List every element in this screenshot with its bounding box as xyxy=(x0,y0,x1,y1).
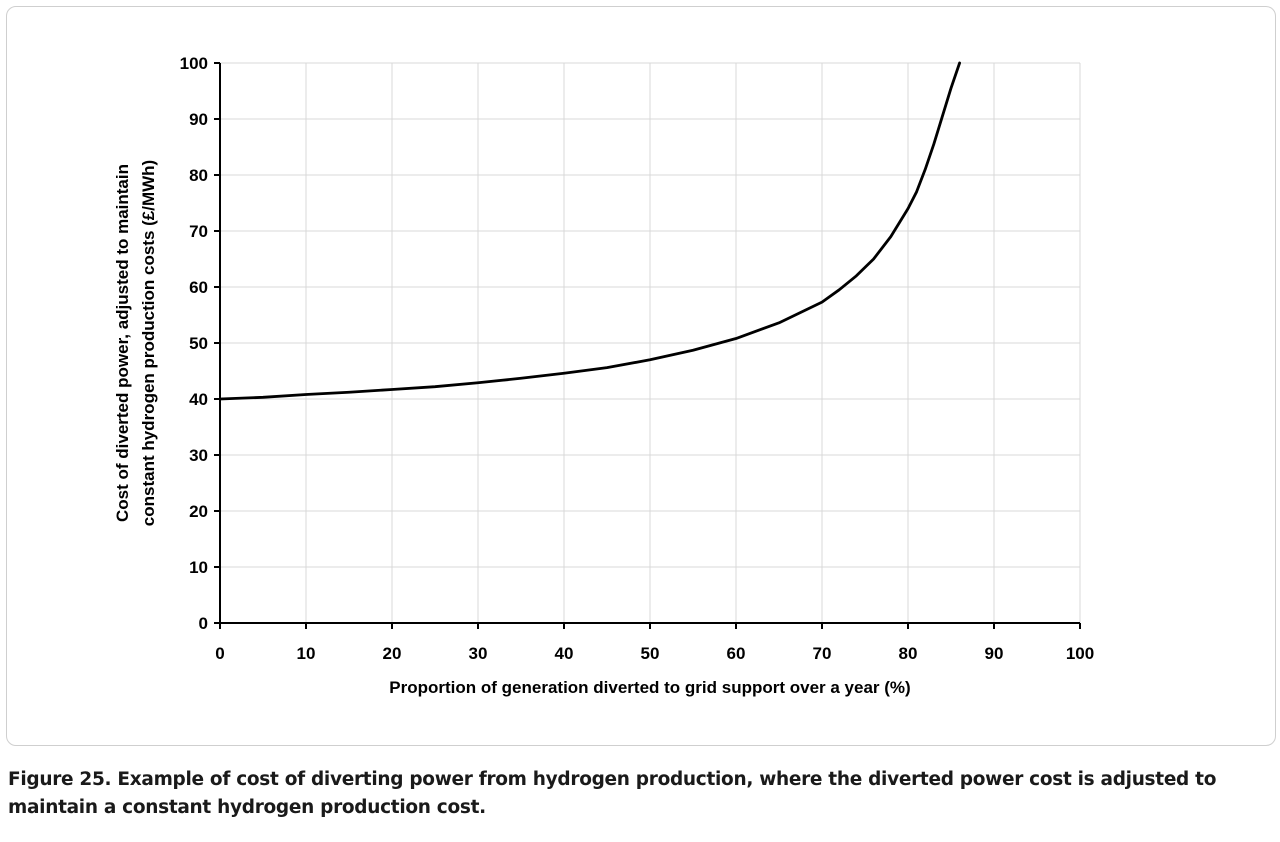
series-layer xyxy=(218,61,961,401)
y-tick-label-100: 100 xyxy=(180,54,208,73)
y-axis-title-line-1: Cost of diverted power, adjusted to main… xyxy=(113,164,132,522)
series-line-0 xyxy=(218,61,961,401)
x-axis-title: Proportion of generation diverted to gri… xyxy=(389,678,910,697)
x-tick-label-70: 70 xyxy=(813,644,832,663)
x-tick-label-60: 60 xyxy=(727,644,746,663)
x-tick-label-20: 20 xyxy=(383,644,402,663)
y-tick-label-40: 40 xyxy=(189,390,208,409)
y-tick-label-30: 30 xyxy=(189,446,208,465)
x-tick-label-80: 80 xyxy=(899,644,918,663)
y-tick-label-0: 0 xyxy=(199,614,208,633)
y-axis-title-line-2: constant hydrogen production costs (£/MW… xyxy=(139,160,158,526)
gridlines xyxy=(220,62,1081,623)
caption-line-2: maintain a constant hydrogen production … xyxy=(8,797,486,818)
y-tick-label-70: 70 xyxy=(189,222,208,241)
y-axis-title: Cost of diverted power, adjusted to main… xyxy=(113,160,158,526)
tick-labels: 0 10 20 30 40 50 60 70 80 90 100 0 10 20 30 40 50 60 70 80 9… xyxy=(180,54,1095,663)
line-chart: 0 10 20 30 40 50 60 70 80 90 100 0 10 20 30 40 50 60 70 80 9… xyxy=(113,54,1095,697)
x-tick-label-100: 100 xyxy=(1066,644,1094,663)
axes xyxy=(214,62,1081,629)
x-tick-label-50: 50 xyxy=(641,644,660,663)
x-tick-label-40: 40 xyxy=(555,644,574,663)
x-tick-label-90: 90 xyxy=(985,644,1004,663)
x-tick-label-10: 10 xyxy=(297,644,316,663)
y-tick-label-10: 10 xyxy=(189,558,208,577)
figure-caption: Figure 25. Example of cost of diverting … xyxy=(8,766,1273,822)
y-tick-label-90: 90 xyxy=(189,110,208,129)
x-tick-label-30: 30 xyxy=(469,644,488,663)
y-tick-label-20: 20 xyxy=(189,502,208,521)
x-tick-label-0: 0 xyxy=(215,644,224,663)
caption-line-1: Figure 25. Example of cost of diverting … xyxy=(8,769,1217,790)
y-tick-label-60: 60 xyxy=(189,278,208,297)
y-tick-label-50: 50 xyxy=(189,334,208,353)
y-tick-label-80: 80 xyxy=(189,166,208,185)
